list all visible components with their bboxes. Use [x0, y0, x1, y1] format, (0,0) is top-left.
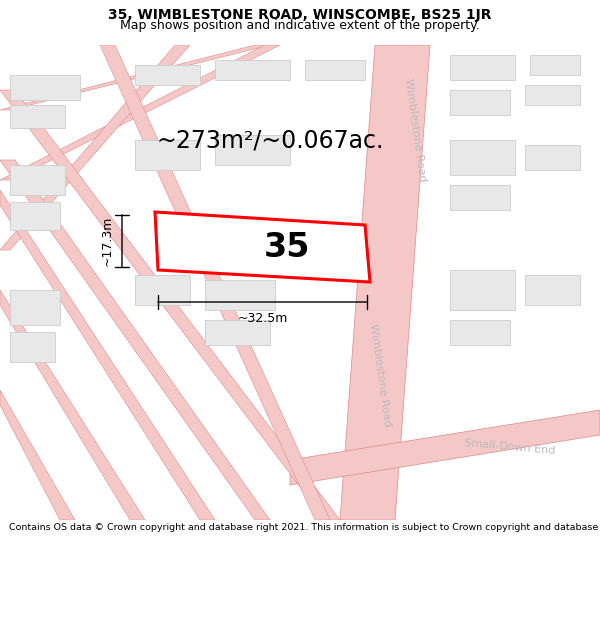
Text: Map shows position and indicative extent of the property.: Map shows position and indicative extent…	[120, 19, 480, 32]
Polygon shape	[450, 90, 510, 115]
Polygon shape	[525, 85, 580, 105]
Polygon shape	[0, 160, 270, 520]
Polygon shape	[450, 185, 510, 210]
Polygon shape	[530, 55, 580, 75]
Text: Small-Down End: Small-Down End	[464, 438, 556, 456]
Polygon shape	[10, 105, 65, 128]
Polygon shape	[450, 55, 515, 80]
Polygon shape	[450, 140, 515, 175]
Text: ~273m²/~0.067ac.: ~273m²/~0.067ac.	[157, 128, 383, 152]
Polygon shape	[0, 45, 190, 250]
Polygon shape	[135, 65, 200, 85]
Polygon shape	[10, 165, 65, 195]
Polygon shape	[10, 75, 80, 100]
Text: ~17.3m: ~17.3m	[101, 216, 113, 266]
Polygon shape	[0, 190, 215, 520]
Polygon shape	[525, 275, 580, 305]
Polygon shape	[340, 45, 430, 520]
Polygon shape	[290, 410, 600, 485]
Polygon shape	[205, 320, 270, 345]
Text: 35: 35	[264, 231, 310, 264]
Polygon shape	[100, 45, 330, 520]
Polygon shape	[450, 320, 510, 345]
Polygon shape	[135, 275, 190, 305]
Polygon shape	[0, 45, 280, 180]
Polygon shape	[450, 270, 515, 310]
Polygon shape	[10, 290, 60, 325]
Polygon shape	[135, 140, 200, 170]
Text: ~32.5m: ~32.5m	[238, 312, 287, 326]
Polygon shape	[0, 45, 270, 110]
Polygon shape	[215, 135, 290, 165]
Polygon shape	[0, 90, 340, 520]
Polygon shape	[10, 332, 55, 362]
Text: Contains OS data © Crown copyright and database right 2021. This information is : Contains OS data © Crown copyright and d…	[9, 523, 600, 532]
Polygon shape	[215, 60, 290, 80]
Polygon shape	[0, 390, 75, 520]
Text: Wimblestone Road: Wimblestone Road	[403, 78, 427, 182]
Polygon shape	[305, 60, 365, 80]
Polygon shape	[155, 212, 370, 282]
Polygon shape	[0, 290, 145, 520]
Polygon shape	[10, 202, 60, 230]
Polygon shape	[525, 145, 580, 170]
Text: 35, WIMBLESTONE ROAD, WINSCOMBE, BS25 1JR: 35, WIMBLESTONE ROAD, WINSCOMBE, BS25 1J…	[108, 8, 492, 22]
Polygon shape	[205, 280, 275, 310]
Text: Wimblestone Road: Wimblestone Road	[368, 322, 392, 428]
